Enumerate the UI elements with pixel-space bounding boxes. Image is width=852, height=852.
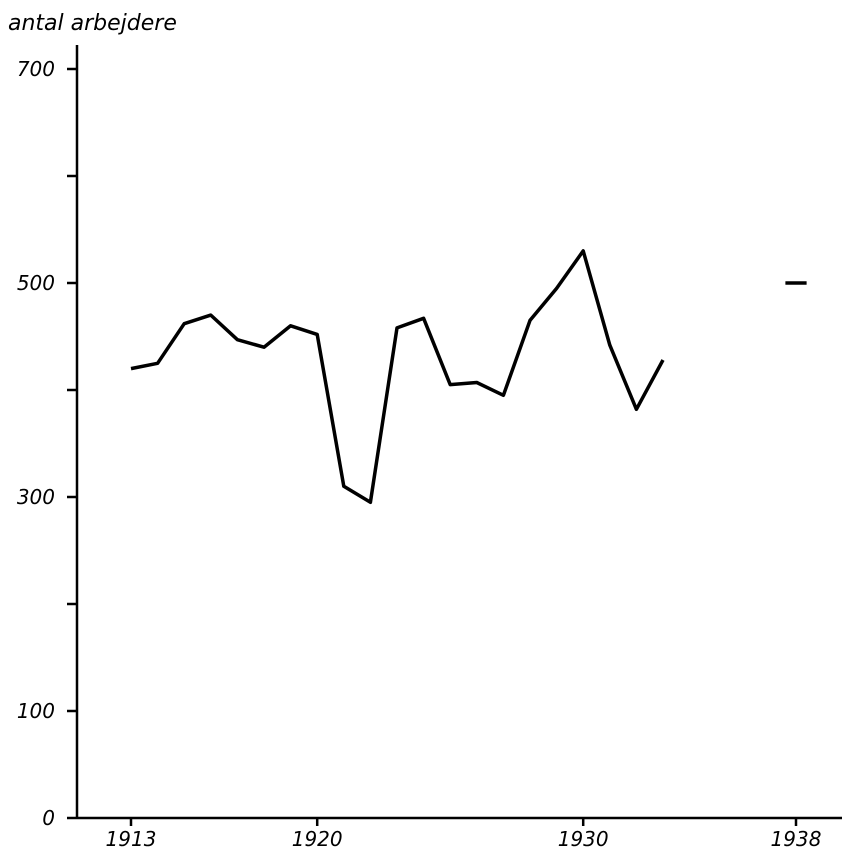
- x-ticks: 1913 1920 1930 1938: [106, 818, 822, 851]
- series-lines: [130, 249, 807, 505]
- series-line: [130, 249, 665, 505]
- x-tick-label: 1930: [558, 827, 609, 851]
- x-tick-label: 1913: [106, 827, 157, 851]
- x-tick-label: 1920: [292, 827, 343, 851]
- y-ticks: 0 100 300 500 700: [17, 57, 77, 830]
- x-tick-label: 1938: [771, 827, 822, 851]
- y-axis-label: antal arbejdere: [8, 11, 177, 36]
- y-tick-label: 300: [17, 485, 55, 509]
- y-tick-label: 100: [17, 699, 55, 723]
- y-tick-label: 700: [17, 57, 55, 81]
- y-tick-label: 500: [17, 271, 55, 295]
- y-tick-label: 0: [42, 806, 55, 830]
